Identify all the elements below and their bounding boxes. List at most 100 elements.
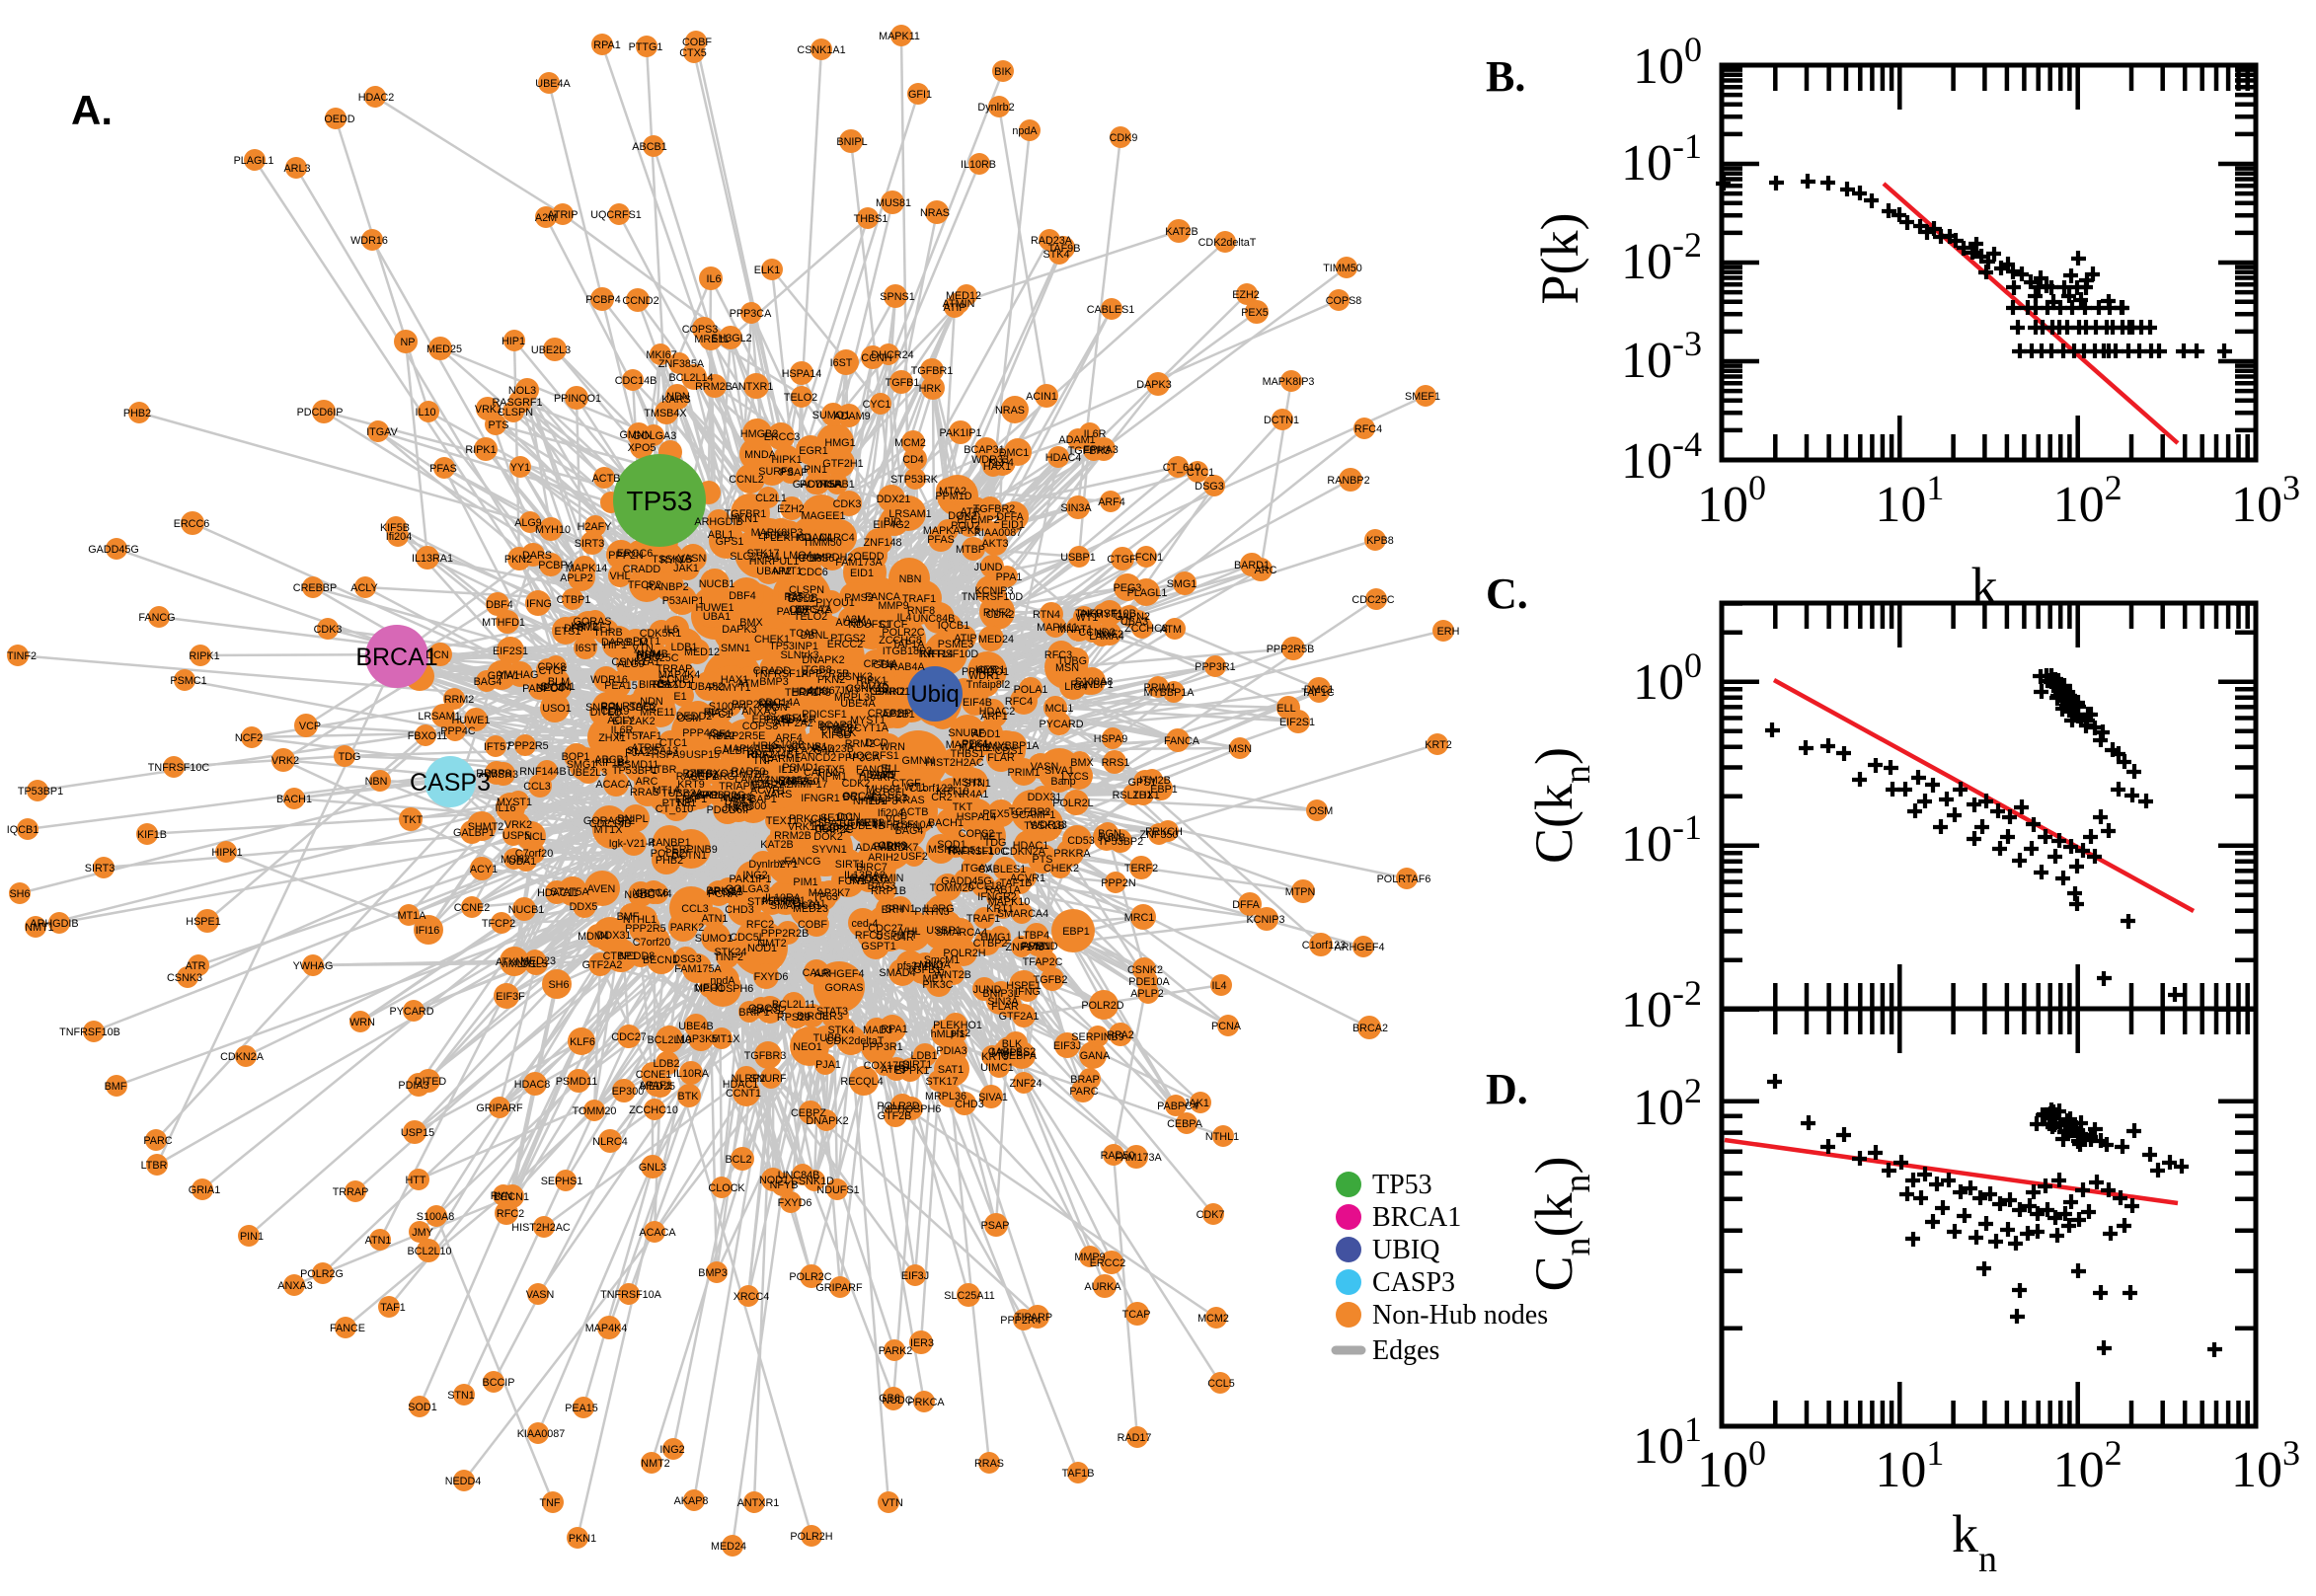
svg-text:ELK1: ELK1 bbox=[754, 265, 780, 276]
svg-text:TRRAP: TRRAP bbox=[656, 663, 693, 675]
svg-text:CTGF: CTGF bbox=[1107, 554, 1136, 566]
svg-text:EBP1: EBP1 bbox=[1062, 926, 1090, 938]
svg-text:ATMIN: ATMIN bbox=[943, 298, 975, 310]
svg-text:BAG4: BAG4 bbox=[474, 676, 502, 688]
svg-text:USBP1: USBP1 bbox=[1060, 552, 1095, 564]
svg-text:Tnfaip8l2: Tnfaip8l2 bbox=[966, 679, 1010, 691]
svg-text:ALG9: ALG9 bbox=[514, 517, 542, 529]
svg-text:ARF1: ARF1 bbox=[980, 711, 1008, 722]
svg-text:GOLGA3: GOLGA3 bbox=[633, 430, 676, 442]
svg-text:HDAC11: HDAC11 bbox=[537, 887, 579, 899]
svg-text:DCTN1: DCTN1 bbox=[1264, 415, 1299, 426]
svg-text:NOL3: NOL3 bbox=[508, 385, 536, 397]
svg-text:RTN4: RTN4 bbox=[1033, 609, 1060, 621]
svg-text:PES1: PES1 bbox=[962, 738, 989, 750]
svg-text:UBE4B: UBE4B bbox=[678, 1021, 713, 1032]
svg-text:EID1: EID1 bbox=[850, 568, 874, 579]
svg-text:TNFRSF10B: TNFRSF10B bbox=[59, 1026, 120, 1038]
svg-text:ITGAV: ITGAV bbox=[366, 426, 398, 438]
svg-text:NUMB: NUMB bbox=[637, 648, 668, 660]
svg-text:TNFRSF10A: TNFRSF10A bbox=[600, 1289, 662, 1301]
svg-text:GNL3: GNL3 bbox=[639, 1162, 666, 1174]
svg-text:COPS6: COPS6 bbox=[799, 553, 835, 565]
svg-text:Ubiq: Ubiq bbox=[910, 681, 959, 708]
svg-text:CSNK2: CSNK2 bbox=[1127, 964, 1163, 976]
svg-text:S100B: S100B bbox=[773, 739, 805, 751]
svg-text:STN1: STN1 bbox=[447, 1390, 475, 1402]
svg-text:P(k): P(k) bbox=[1530, 213, 1589, 305]
svg-text:PSMD11: PSMD11 bbox=[556, 1076, 597, 1088]
svg-text:JNK3: JNK3 bbox=[723, 802, 748, 814]
svg-text:SMEF1: SMEF1 bbox=[1405, 391, 1440, 403]
svg-text:UBIQ: UBIQ bbox=[1372, 1235, 1439, 1265]
svg-text:HIST2H2AC: HIST2H2AC bbox=[511, 1222, 571, 1234]
svg-text:GRIPARF: GRIPARF bbox=[476, 1102, 523, 1114]
svg-text:NP: NP bbox=[401, 337, 416, 348]
svg-text:COPS8: COPS8 bbox=[1326, 295, 1362, 307]
svg-text:OEDD: OEDD bbox=[324, 114, 354, 125]
svg-text:I6ST: I6ST bbox=[830, 357, 853, 369]
svg-text:SUMO1: SUMO1 bbox=[695, 933, 733, 945]
svg-text:CCNH: CCNH bbox=[861, 352, 891, 364]
svg-text:LTBP4: LTBP4 bbox=[1018, 930, 1049, 942]
svg-text:KRT9: KRT9 bbox=[981, 1051, 1008, 1063]
svg-text:PJA1: PJA1 bbox=[815, 1059, 841, 1071]
svg-text:CDK2: CDK2 bbox=[986, 609, 1015, 621]
svg-text:UBA3: UBA3 bbox=[1120, 616, 1148, 628]
svg-text:MMP9: MMP9 bbox=[1074, 1252, 1105, 1263]
svg-text:ZNF350: ZNF350 bbox=[1139, 829, 1178, 841]
svg-text:HSPA14: HSPA14 bbox=[782, 368, 822, 380]
svg-text:AP2B1: AP2B1 bbox=[882, 709, 915, 721]
svg-text:SNRPN: SNRPN bbox=[585, 702, 623, 714]
svg-text:CYC1: CYC1 bbox=[863, 399, 891, 411]
svg-text:BIRC8: BIRC8 bbox=[797, 1011, 828, 1023]
svg-text:PARC: PARC bbox=[1069, 1086, 1098, 1098]
svg-text:IFNG: IFNG bbox=[1015, 986, 1041, 998]
svg-text:POLR2C: POLR2C bbox=[882, 627, 924, 639]
svg-text:CLOCK: CLOCK bbox=[708, 1182, 745, 1194]
svg-text:RIPK1: RIPK1 bbox=[189, 650, 219, 662]
svg-text:MT1X: MT1X bbox=[712, 1033, 740, 1045]
svg-text:OEDD: OEDD bbox=[853, 551, 884, 563]
svg-text:BCCIP: BCCIP bbox=[483, 1377, 515, 1389]
svg-text:BID: BID bbox=[884, 516, 901, 528]
svg-text:MNAT1: MNAT1 bbox=[1057, 624, 1093, 636]
svg-text:C1orf123: C1orf123 bbox=[1302, 940, 1346, 951]
svg-text:RAD51L1: RAD51L1 bbox=[948, 845, 994, 857]
svg-text:MKI67: MKI67 bbox=[646, 349, 676, 361]
svg-text:UBE4A: UBE4A bbox=[535, 78, 571, 90]
svg-text:RBL2: RBL2 bbox=[708, 730, 734, 742]
svg-text:TNF: TNF bbox=[540, 1497, 561, 1509]
svg-text:TOMM20: TOMM20 bbox=[573, 1105, 617, 1117]
svg-text:GTF2H1: GTF2H1 bbox=[822, 458, 863, 470]
svg-text:BCAP31: BCAP31 bbox=[964, 444, 1004, 456]
svg-text:GINS2: GINS2 bbox=[686, 769, 718, 781]
svg-text:RAD50: RAD50 bbox=[732, 766, 766, 778]
svg-text:E1: E1 bbox=[673, 691, 686, 703]
svg-text:DAPK3: DAPK3 bbox=[1136, 379, 1171, 391]
svg-text:MAPK14: MAPK14 bbox=[566, 563, 608, 574]
svg-text:IFNGR1: IFNGR1 bbox=[801, 793, 840, 804]
svg-text:CDKN2A: CDKN2A bbox=[220, 1051, 265, 1063]
svg-text:CR2: CR2 bbox=[931, 792, 953, 803]
svg-text:ING2: ING2 bbox=[659, 1444, 684, 1456]
svg-text:DBF4: DBF4 bbox=[729, 590, 756, 602]
svg-text:MSN: MSN bbox=[1228, 743, 1252, 755]
svg-text:VASN: VASN bbox=[1031, 761, 1059, 773]
svg-text:PEX5: PEX5 bbox=[1241, 307, 1269, 319]
svg-text:MMP9: MMP9 bbox=[878, 600, 908, 612]
svg-text:SUMO1: SUMO1 bbox=[812, 410, 850, 421]
svg-text:GORASP2: GORASP2 bbox=[583, 815, 635, 827]
svg-text:COBF: COBF bbox=[682, 37, 712, 48]
svg-text:RRP1B: RRP1B bbox=[871, 885, 906, 897]
svg-text:PPP3R1: PPP3R1 bbox=[1195, 661, 1235, 673]
svg-text:POLR2C: POLR2C bbox=[789, 1271, 831, 1283]
svg-text:Edges: Edges bbox=[1372, 1335, 1439, 1366]
svg-text:CASP3: CASP3 bbox=[1372, 1267, 1455, 1298]
svg-text:RRAS: RRAS bbox=[630, 787, 659, 798]
svg-text:VRK2: VRK2 bbox=[271, 755, 299, 767]
svg-text:NEDD8: NEDD8 bbox=[619, 950, 656, 962]
svg-text:BAX: BAX bbox=[657, 678, 679, 690]
svg-text:PRKCA: PRKCA bbox=[907, 1397, 945, 1408]
svg-text:TFAP2C: TFAP2C bbox=[1023, 956, 1063, 968]
